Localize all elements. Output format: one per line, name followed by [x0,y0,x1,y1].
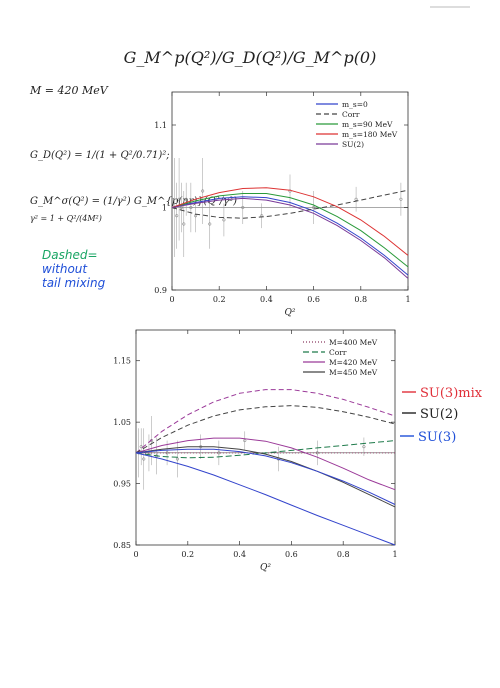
x-tick-label: 0 [169,295,174,304]
x-tick-label: 1 [392,550,397,559]
series-line [171,193,409,268]
data-point [362,445,366,449]
series-line [135,452,396,546]
y-tick-label: 0.95 [113,480,131,489]
data-point [165,451,169,455]
data-point [182,222,186,226]
y-tick-label: 1.15 [113,357,131,366]
data-point [243,439,247,443]
y-tick-label: 0.85 [113,541,131,550]
x-tick-label: 0.8 [337,550,350,559]
page-title: G_M^p(Q²)/G_D(Q²)/G_M^p(0) [123,48,377,67]
x-tick-label: 0.4 [260,295,273,304]
series-line [135,389,396,454]
series-line [171,197,409,279]
data-point [312,205,316,210]
note-tail: tail mixing [42,276,106,290]
y-tick-label: 1.05 [113,418,131,427]
formula-gm: G_M^σ(Q²) = (1/γ²) G_M^{p(nr)}(Q²/γ²) [30,196,237,207]
series-line [135,437,396,491]
series-line [171,189,409,219]
formula-gamma: γ² = 1 + Q²/(4M²) [30,214,102,223]
y-tick-label: 1 [162,204,167,213]
x-tick-label: 0.6 [285,550,298,559]
y-tick-label: 0.9 [154,286,167,295]
data-point [177,197,181,201]
annotation-label: SU(3)mix [420,386,483,401]
legend-label: m_s=180 MeV [342,130,398,139]
data-point [222,218,226,222]
note-without: without [42,262,88,276]
x-axis-label: Q² [260,563,271,573]
x-axis-label: Q² [285,308,296,318]
page-corner-mark [430,6,470,8]
series-line [135,448,396,505]
legend-label: M=420 MeV [329,358,378,367]
x-tick-label: 0.4 [233,550,246,559]
data-point [201,189,205,193]
data-point [241,205,245,210]
data-point [399,197,403,201]
x-tick-label: 0.2 [181,550,194,559]
x-tick-label: 0.8 [354,295,367,304]
data-point [175,214,179,218]
series-line [135,405,396,454]
annotation-label: SU(3) [418,430,456,445]
legend-label: M=400 MeV [329,338,378,347]
series-line [135,440,396,459]
legend-label: M=450 MeV [329,368,378,377]
data-point [189,205,193,210]
data-point [354,197,358,201]
data-point [139,445,143,449]
note-dashed: Dashed= [42,248,98,262]
x-tick-label: 1 [405,295,410,304]
data-point [184,197,188,201]
chart-bottom: 0 0.2 0.4 0.6 0.8 1 0.85 0.95 1.05 1.15 Q² M=400 Me… [113,329,398,573]
data-point [142,457,146,461]
x-tick-label: 0.6 [307,295,320,304]
mass-label: M = 420 MeV [30,84,108,97]
legend-label: Corr [329,348,347,357]
series-line [171,196,409,276]
x-tick-label: 0.2 [213,295,226,304]
y-tick-label: 1.1 [154,121,167,130]
legend-label: Corr [342,110,360,119]
annotation-label: SU(2) [420,407,458,422]
handwritten-annotations: SU(3)mix SU(2) SU(3) [400,386,483,445]
series-line [171,187,409,256]
legend-label: m_s=90 MeV [342,120,393,129]
data-point [208,222,212,226]
legend-label: m_s=0 [342,100,368,109]
plot-frame [171,91,409,291]
formula-gd: G_D(Q²) = 1/(1 + Q²/0.71)²; [30,150,170,161]
x-tick-label: 0 [133,550,138,559]
series-line [135,446,396,508]
legend-label: SU(2) [342,140,364,149]
plot-frame [135,329,396,546]
